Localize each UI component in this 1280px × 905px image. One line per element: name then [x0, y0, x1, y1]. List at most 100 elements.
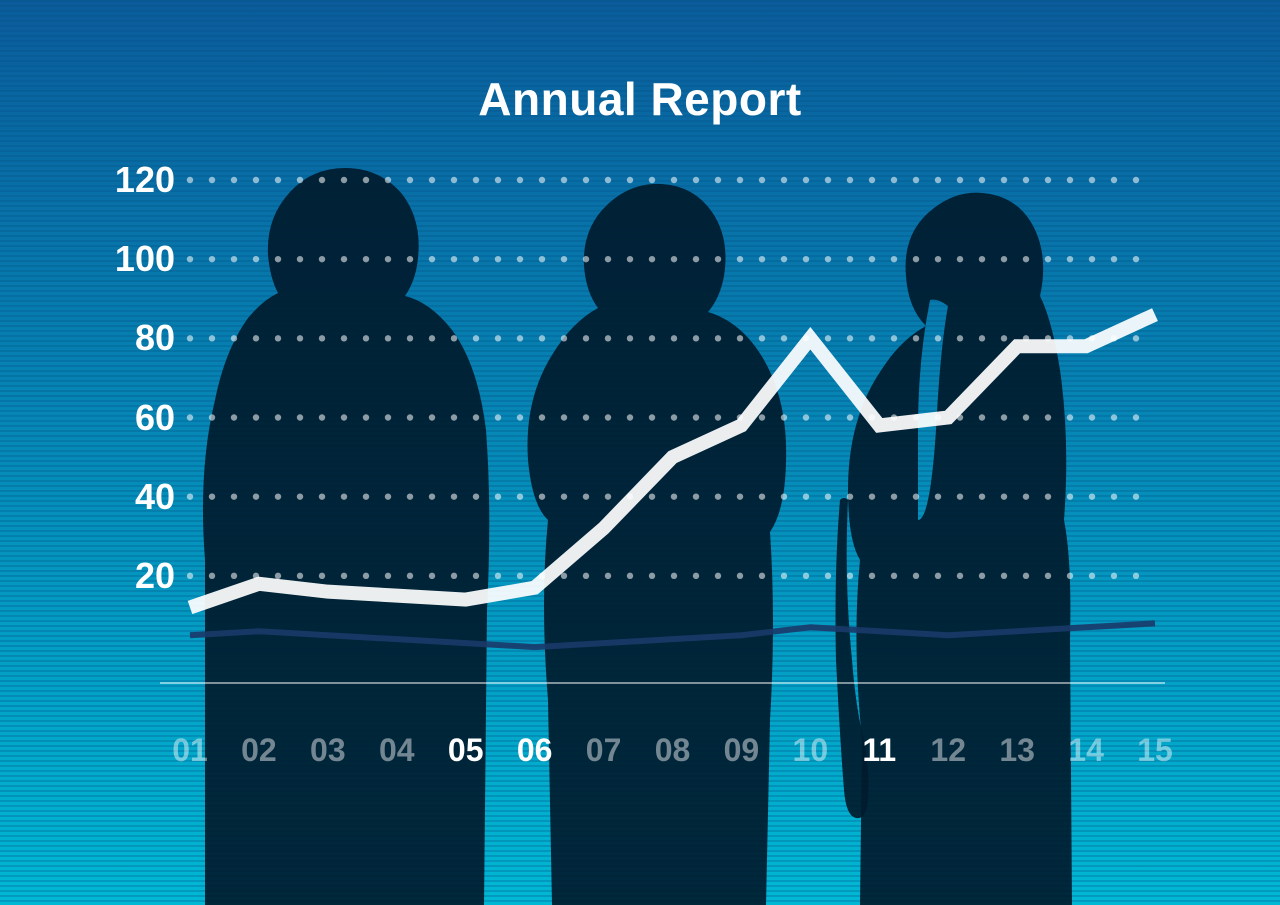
grid-dot	[1067, 493, 1073, 499]
grid-dot	[649, 493, 655, 499]
grid-dot	[891, 177, 897, 183]
grid-dot	[341, 256, 347, 262]
series-main	[190, 315, 1155, 608]
grid-dot	[759, 414, 765, 420]
grid-dot	[605, 493, 611, 499]
grid-dot	[341, 573, 347, 579]
grid-dot	[209, 573, 215, 579]
x-tick-label: 07	[586, 732, 622, 769]
grid-dot	[407, 335, 413, 341]
grid-dot	[1067, 573, 1073, 579]
grid-dot	[759, 493, 765, 499]
grid-dot	[891, 335, 897, 341]
grid-dot	[429, 335, 435, 341]
grid-dot	[253, 493, 259, 499]
grid-dot	[715, 177, 721, 183]
grid-dot	[1067, 256, 1073, 262]
grid-dot	[451, 573, 457, 579]
grid-dot	[385, 177, 391, 183]
grid-dot	[803, 573, 809, 579]
grid-dot	[495, 177, 501, 183]
grid-dot	[737, 335, 743, 341]
grid-dot	[253, 256, 259, 262]
grid-dot	[847, 573, 853, 579]
grid-dot	[319, 177, 325, 183]
grid-dot	[913, 256, 919, 262]
grid-dot	[517, 256, 523, 262]
grid-dot	[275, 177, 281, 183]
grid-dot	[737, 177, 743, 183]
y-tick-label: 120	[95, 159, 175, 201]
x-tick-label: 12	[930, 732, 966, 769]
grid-dot	[935, 493, 941, 499]
grid-dot	[1111, 493, 1117, 499]
series-secondary	[190, 623, 1155, 647]
grid-dot	[473, 414, 479, 420]
grid-dot	[517, 177, 523, 183]
grid-dot	[363, 493, 369, 499]
grid-dot	[319, 335, 325, 341]
grid-dot	[979, 177, 985, 183]
grid-dot	[605, 335, 611, 341]
grid-dot	[1001, 256, 1007, 262]
grid-dot	[715, 335, 721, 341]
grid-dot	[583, 493, 589, 499]
grid-dot	[1001, 335, 1007, 341]
grid-dot	[803, 256, 809, 262]
grid-dot	[187, 177, 193, 183]
grid-dot	[407, 177, 413, 183]
grid-dot	[781, 493, 787, 499]
grid-dot	[385, 573, 391, 579]
grid-dot	[473, 256, 479, 262]
grid-dot	[407, 573, 413, 579]
grid-dot	[231, 414, 237, 420]
y-tick-label: 60	[95, 397, 175, 439]
grid-dot	[539, 256, 545, 262]
grid-dot	[539, 177, 545, 183]
grid-dot	[1045, 256, 1051, 262]
grid-dot	[319, 573, 325, 579]
grid-dot	[561, 414, 567, 420]
grid-dot	[1023, 256, 1029, 262]
grid-dot	[341, 335, 347, 341]
grid-dot	[1001, 414, 1007, 420]
grid-dot	[1133, 573, 1139, 579]
grid-dot	[363, 573, 369, 579]
grid-dot	[1133, 335, 1139, 341]
grid-dot	[957, 335, 963, 341]
grid-dot	[803, 414, 809, 420]
grid-dot	[825, 256, 831, 262]
chart-title: Annual Report	[0, 72, 1280, 126]
grid-dot	[825, 335, 831, 341]
grid-dot	[627, 177, 633, 183]
grid-dot	[605, 177, 611, 183]
grid-dot	[1133, 256, 1139, 262]
x-tick-label: 14	[1068, 732, 1104, 769]
grid-dot	[847, 493, 853, 499]
grid-dot	[1023, 177, 1029, 183]
grid-dot	[187, 414, 193, 420]
grid-dot	[385, 335, 391, 341]
grid-dot	[957, 256, 963, 262]
grid-dot	[275, 573, 281, 579]
grid-dot	[803, 493, 809, 499]
grid-dot	[1001, 177, 1007, 183]
x-tick-label: 01	[172, 732, 208, 769]
grid-dot	[209, 493, 215, 499]
grid-dot	[495, 493, 501, 499]
grid-dot	[935, 335, 941, 341]
grid-dot	[1089, 177, 1095, 183]
grid-dot	[1001, 573, 1007, 579]
grid-dot	[1023, 573, 1029, 579]
grid-dot	[1045, 573, 1051, 579]
x-tick-label: 09	[724, 732, 760, 769]
grid-dot	[803, 177, 809, 183]
grid-dot	[671, 573, 677, 579]
grid-dot	[715, 493, 721, 499]
grid-dot	[935, 177, 941, 183]
grid-dot	[649, 256, 655, 262]
grid-dot	[539, 414, 545, 420]
grid-dot	[693, 414, 699, 420]
grid-dot	[605, 256, 611, 262]
grid-dot	[473, 573, 479, 579]
